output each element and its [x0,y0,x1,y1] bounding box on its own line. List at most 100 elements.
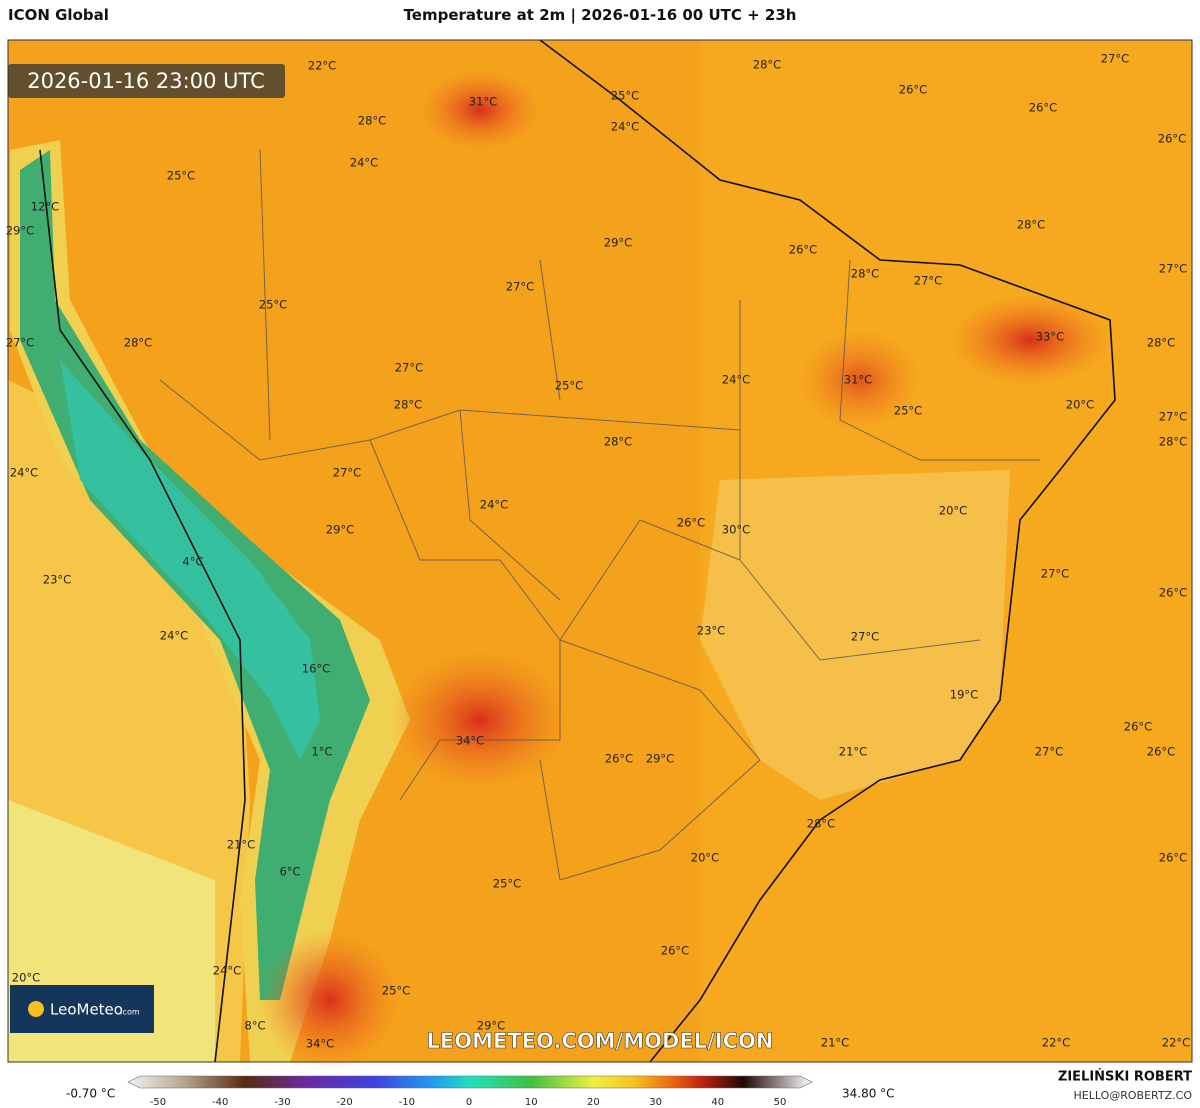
temperature-label: 24°C [10,466,38,480]
temperature-label: 27°C [1159,262,1187,276]
temperature-label: 28°C [1159,435,1187,449]
temperature-label: 34°C [306,1037,334,1051]
logo-suffix: .com [120,1008,140,1017]
temperature-label: 22°C [308,59,336,73]
temperature-label: 27°C [333,466,361,480]
temperature-label: 24°C [350,156,378,170]
temperature-label: 12°C [31,200,59,214]
temperature-label: 26°C [1158,132,1186,146]
temperature-label: 31°C [844,373,872,387]
temperature-labels: 22°C 31°C 28°C 24°C 25°C 24°C 28°C 27°C 26°C 26°C… [6,52,1190,1051]
map-frame [7,39,1193,1063]
temperature-label: 31°C [469,95,497,109]
temperature-label: 28°C [394,398,422,412]
temperature-label: 28°C [807,817,835,831]
temperature-label: 26°C [1029,101,1057,115]
temperature-label: 28°C [604,435,632,449]
temperature-label: 26°C [789,243,817,257]
colorbar-ticks: -50 -40 -30 -20 -10 0 10 20 30 40 50 [150,1097,787,1108]
temperature-label: 20°C [12,971,40,985]
temperature-label: 21°C [839,745,867,759]
hot-spot [800,330,920,430]
temperature-label: 24°C [722,373,750,387]
borders [159,149,1040,881]
timestamp: 2026-01-16 23:00 UTC [27,69,265,93]
temperature-label: 28°C [851,267,879,281]
logo-sun [28,1001,44,1017]
temperature-label: 27°C [1101,52,1129,66]
temperature-label: 24°C [611,120,639,134]
colorbar-tick-label: 30 [649,1097,662,1108]
temperature-label: 25°C [167,169,195,183]
temperature-label: 20°C [939,504,967,518]
temperature-label: 26°C [1124,720,1152,734]
temperature-label: 21°C [227,838,255,852]
temperature-label: 25°C [259,298,287,312]
temperature-label: 29°C [604,236,632,250]
temperature-label: 23°C [697,624,725,638]
colorbar-tick-label: 20 [587,1097,600,1108]
temperature-label: 33°C [1036,330,1064,344]
logo-name: LeoMeteo [50,1001,123,1019]
andes-high [60,360,320,760]
temperature-label: 21°C [821,1036,849,1050]
legend-max: 34.80 °C [842,1087,895,1101]
temperature-label: 26°C [1159,586,1187,600]
hot-spot [420,70,540,150]
temperature-label: 29°C [326,523,354,537]
temperature-label: 26°C [899,83,927,97]
map: 22°C 31°C 28°C 24°C 25°C 24°C 28°C 27°C 26°C 26°C… [6,39,1192,1070]
temperature-label: 27°C [506,280,534,294]
temperature-label: 25°C [555,379,583,393]
temperature-label: 25°C [894,404,922,418]
temperature-label: 20°C [1066,398,1094,412]
temperature-label: 24°C [213,964,241,978]
temperature-label: 24°C [480,498,508,512]
temperature-label: 26°C [1147,745,1175,759]
map-title: Temperature at 2m | 2026-01-16 00 UTC + … [404,6,797,25]
colorbar-tick-label: -40 [212,1097,228,1108]
temperature-label: 28°C [753,58,781,72]
colorbar-tick-label: 10 [525,1097,538,1108]
colorbar-tick-label: 50 [774,1097,787,1108]
temperature-label: 29°C [477,1019,505,1033]
temperature-label: 24°C [160,629,188,643]
watermark: LEOMETEO.COM/MODEL/ICON [427,1029,774,1053]
temperature-label: 4°C [182,555,203,569]
colorbar [127,1075,813,1089]
temperature-label: 26°C [677,516,705,530]
temperature-label: 27°C [395,361,423,375]
temperature-label: 29°C [6,224,34,238]
temperature-label: 30°C [722,523,750,537]
temperature-label: 26°C [1159,851,1187,865]
temperature-label: 26°C [605,752,633,766]
colorbar-tick-label: -20 [336,1097,352,1108]
temperature-label: 27°C [914,274,942,288]
temperature-label: 8°C [244,1019,265,1033]
temperature-label: 27°C [6,336,34,350]
highlands [700,470,1010,800]
temperature-label: 27°C [851,630,879,644]
temperature-label: 1°C [311,745,332,759]
temperature-label: 29°C [646,752,674,766]
hot-spot [950,295,1110,385]
temperature-label: 28°C [124,336,152,350]
temperature-label: 25°C [493,877,521,891]
temperature-label: 25°C [611,89,639,103]
timestamp-box [8,64,285,98]
temperature-label: 23°C [43,573,71,587]
temperature-label: 28°C [1147,336,1175,350]
colorbar-tick-label: -50 [150,1097,166,1108]
temperature-label: 16°C [302,662,330,676]
temperature-label: 20°C [691,851,719,865]
coastline [39,39,1116,1063]
temperature-label: 27°C [1159,410,1187,424]
colorbar-tick-label: 40 [711,1097,724,1108]
temperature-label: 25°C [382,984,410,998]
hot-spot [390,650,570,790]
contact: HELLO@ROBERTZ.CO [1074,1089,1193,1102]
temperature-label: 22°C [1162,1036,1190,1050]
author: ZIELIŃSKI ROBERT [1058,1069,1192,1085]
temperature-label: 19°C [950,688,978,702]
